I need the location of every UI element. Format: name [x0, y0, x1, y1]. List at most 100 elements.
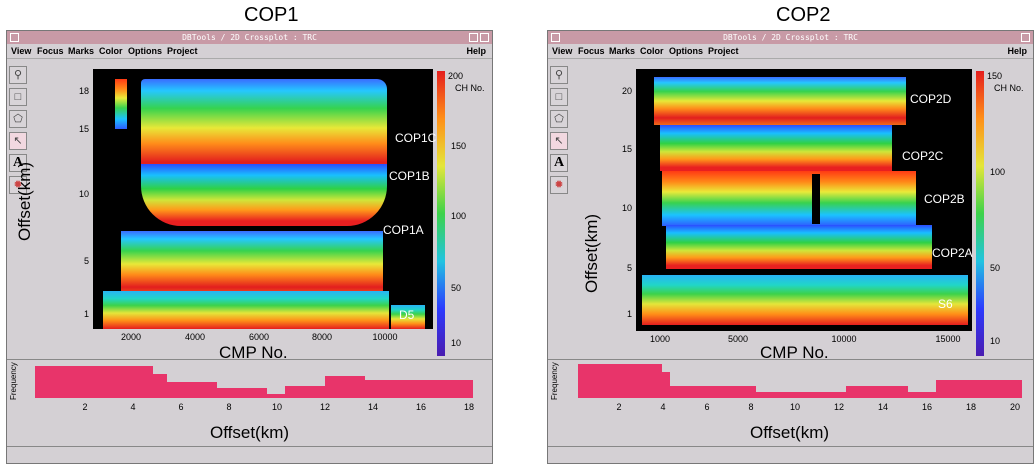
- freq-x-axis-label: Offset(km): [750, 423, 830, 442]
- window-title-bar: DBTools / 2D Crossplot : TRC: [548, 31, 1033, 44]
- frequency-panel: Frequency 2 4 6 8 10 12 14 16 18: [7, 359, 492, 422]
- text-icon[interactable]: A: [9, 154, 27, 172]
- minimize-icon[interactable]: [469, 33, 478, 42]
- crossplot-window-cop2: DBTools / 2D Crossplot : TRC View Focus …: [547, 30, 1034, 464]
- menu-options[interactable]: Options: [128, 46, 162, 56]
- panel1-caption: COP1: [244, 4, 299, 26]
- histogram-bar: [846, 386, 908, 398]
- menu-marks[interactable]: Marks: [68, 46, 95, 56]
- menu-options[interactable]: Options: [669, 46, 703, 56]
- freq-tick: 14: [877, 402, 888, 412]
- menu-view[interactable]: View: [11, 46, 32, 56]
- menu-help[interactable]: Help: [466, 46, 486, 56]
- layer-label: D5: [399, 308, 415, 322]
- menu-bar: View Focus Marks Color Options Project H…: [7, 44, 492, 59]
- y-tick: 10: [78, 189, 89, 199]
- histogram-bar: [325, 376, 365, 398]
- select-icon[interactable]: ↖: [550, 132, 568, 150]
- histogram-bar: [167, 382, 217, 398]
- lasso-icon[interactable]: ⬠: [9, 110, 27, 128]
- window-title: DBTools / 2D Crossplot : TRC: [182, 33, 317, 42]
- y-tick: 15: [78, 124, 89, 134]
- layer-label: S6: [938, 297, 953, 311]
- data-band: [642, 275, 968, 325]
- color-scale-bar: [437, 71, 445, 356]
- menu-help[interactable]: Help: [1007, 46, 1027, 56]
- freq-tick: 8: [226, 402, 232, 412]
- menu-focus[interactable]: Focus: [37, 46, 64, 56]
- freq-tick: 12: [833, 402, 844, 412]
- x-tick: 2000: [120, 332, 142, 342]
- freq-tick: 6: [704, 402, 710, 412]
- y-tick: 1: [626, 309, 632, 319]
- menu-marks[interactable]: Marks: [609, 46, 636, 56]
- crossplot-window-cop1: DBTools / 2D Crossplot : TRC View Focus …: [6, 30, 493, 464]
- zoom-icon[interactable]: ⚲: [9, 66, 27, 84]
- zoom-icon[interactable]: ⚲: [550, 66, 568, 84]
- data-band: [115, 79, 127, 129]
- data-band: [666, 225, 932, 269]
- frequency-label: Frequency: [550, 362, 559, 400]
- layer-label: COP1C: [395, 131, 437, 145]
- lasso-icon[interactable]: ⬠: [550, 110, 568, 128]
- freq-tick: 8: [748, 402, 754, 412]
- colorbar-title: CH No.: [455, 83, 485, 93]
- layer-label: COP2C: [902, 149, 944, 163]
- data-band: [654, 77, 906, 125]
- layer-label: COP2B: [924, 192, 965, 206]
- maximize-icon[interactable]: [480, 33, 489, 42]
- x-tick: 1000: [649, 334, 671, 344]
- color-scale-bar: [976, 71, 984, 356]
- select-icon[interactable]: ↖: [9, 132, 27, 150]
- freq-tick: 12: [319, 402, 330, 412]
- menu-project[interactable]: Project: [708, 46, 739, 56]
- x-tick: 8000: [311, 332, 333, 342]
- freq-tick: 16: [415, 402, 426, 412]
- x-axis-label: CMP No.: [760, 343, 829, 362]
- freq-tick: 18: [965, 402, 976, 412]
- y-tick: 10: [621, 203, 632, 213]
- data-band: [662, 171, 916, 226]
- colorbar-title: CH No.: [994, 83, 1024, 93]
- freq-tick: 4: [660, 402, 666, 412]
- freq-x-axis-label: Offset(km): [210, 423, 290, 442]
- window-title-bar: DBTools / 2D Crossplot : TRC: [7, 31, 492, 44]
- y-tick: 18: [78, 86, 89, 96]
- y-tick: 5: [626, 263, 632, 273]
- colorbar-tick: 50: [990, 263, 1001, 273]
- histogram-bar: [267, 394, 285, 398]
- data-band: [103, 291, 389, 329]
- window-menu-icon[interactable]: [551, 33, 560, 42]
- crossplot-canvas[interactable]: [93, 69, 433, 329]
- menu-project[interactable]: Project: [167, 46, 198, 56]
- y-axis-label: Offset(km): [582, 213, 601, 293]
- pan-icon[interactable]: □: [9, 88, 27, 106]
- panel2-caption: COP2: [776, 4, 831, 26]
- x-tick: 10000: [372, 332, 398, 342]
- frequency-panel: Frequency 2 4 6 8 10 12 14 16 18 20: [548, 359, 1033, 422]
- y-axis-label: Offset(km): [15, 161, 34, 241]
- y-tick: 1: [83, 309, 89, 319]
- histogram-bar: [153, 374, 167, 398]
- pan-icon[interactable]: □: [550, 88, 568, 106]
- histogram-bar: [285, 386, 325, 398]
- histogram-bar: [908, 392, 936, 398]
- x-tick: 15000: [935, 334, 961, 344]
- maximize-icon[interactable]: [1021, 33, 1030, 42]
- menu-view[interactable]: View: [552, 46, 573, 56]
- colorbar-tick: 50: [451, 283, 462, 293]
- x-axis-label: CMP No.: [219, 343, 288, 362]
- histogram-bar: [670, 386, 756, 398]
- data-band: [141, 164, 387, 226]
- text-icon[interactable]: A: [550, 154, 568, 172]
- freq-tick: 6: [178, 402, 184, 412]
- menu-color[interactable]: Color: [640, 46, 664, 56]
- histogram-bar: [936, 380, 1022, 398]
- settings-icon[interactable]: ✹: [9, 176, 27, 194]
- menu-focus[interactable]: Focus: [578, 46, 605, 56]
- crossplot-canvas[interactable]: [636, 69, 972, 331]
- window-menu-icon[interactable]: [10, 33, 19, 42]
- tool-palette: ⚲ □ ⬠ ↖ A ✹: [550, 64, 572, 198]
- menu-color[interactable]: Color: [99, 46, 123, 56]
- settings-icon[interactable]: ✹: [550, 176, 568, 194]
